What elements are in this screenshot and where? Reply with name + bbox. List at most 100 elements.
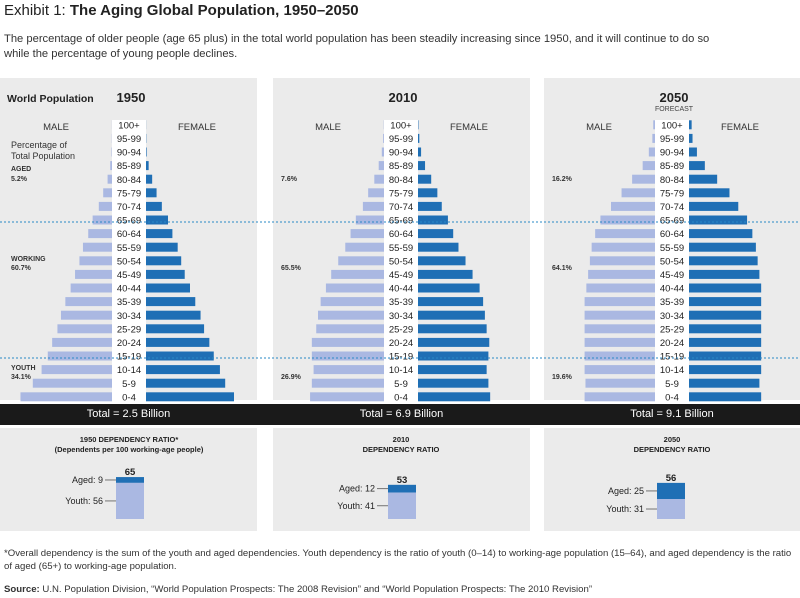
male-bar [588, 269, 655, 279]
female-bar [418, 392, 491, 402]
male-bar [103, 188, 112, 198]
male-bar [584, 310, 655, 320]
female-bar [689, 147, 697, 157]
male-bar [642, 161, 655, 171]
age-group-label: 90-94 [117, 148, 141, 159]
source-text: U.N. Population Division, “World Populat… [42, 584, 593, 595]
female-bar [418, 337, 490, 347]
age-group-label: 0-4 [394, 392, 408, 403]
male-bar [586, 283, 655, 293]
female-bar [418, 242, 459, 252]
female-bar [146, 351, 214, 361]
male-bar [52, 337, 112, 347]
male-heading: MALE [586, 122, 612, 133]
male-bar [41, 365, 112, 375]
age-group-label: 20-24 [389, 338, 413, 349]
age-group-label: 35-39 [117, 297, 141, 308]
source-label: Source: [4, 584, 40, 595]
male-bar [383, 133, 384, 143]
female-bar [146, 174, 153, 184]
age-group-label: 95-99 [660, 134, 684, 145]
total-1950: Total = 2.5 Billion [86, 408, 171, 420]
female-bar [418, 365, 487, 375]
aged-percent: 16.2% [552, 176, 573, 183]
female-bar [146, 324, 205, 334]
age-group-label: 80-84 [660, 175, 684, 186]
age-group-label: 95-99 [117, 134, 141, 145]
age-group-label: 25-29 [117, 324, 141, 335]
female-bar [689, 310, 762, 320]
age-group-label: 10-14 [117, 365, 141, 376]
female-bar [146, 378, 226, 388]
male-bar [350, 229, 384, 239]
aged-dependency-bar [116, 477, 144, 483]
age-group-label: 30-34 [660, 311, 684, 322]
age-group-label: 15-19 [389, 352, 413, 363]
age-group-label: 45-49 [660, 270, 684, 281]
male-bar [378, 161, 384, 171]
female-bar [418, 188, 438, 198]
male-bar [362, 201, 384, 211]
age-group-label: 10-14 [660, 365, 684, 376]
female-bar [418, 378, 489, 388]
male-bar [316, 324, 384, 334]
female-bar [689, 188, 730, 198]
female-bar [418, 324, 487, 334]
male-bar [589, 256, 655, 266]
youth-percent: 26.9% [281, 374, 302, 381]
female-bar [146, 269, 185, 279]
aged-dependency-bar [657, 482, 685, 500]
age-label-column [384, 120, 418, 402]
female-bar [418, 174, 432, 184]
age-label-column [112, 120, 146, 402]
male-bar [313, 365, 384, 375]
youth-dependency-bar [116, 482, 144, 519]
percentage-note-line1: Percentage of [11, 140, 68, 150]
working-percent: 60.7% [11, 265, 32, 272]
female-heading: FEMALE [450, 122, 488, 133]
age-group-label: 85-89 [389, 161, 413, 172]
male-bar [110, 161, 112, 171]
dependency-title-line: (Dependents per 100 working-age people) [55, 445, 204, 454]
age-group-label: 75-79 [117, 188, 141, 199]
male-bar [584, 337, 655, 347]
male-bar [311, 378, 384, 388]
female-bar [418, 161, 426, 171]
female-bar [689, 133, 693, 143]
dependency-title-line: 2050 [664, 435, 681, 444]
age-group-label: 30-34 [389, 311, 413, 322]
male-bar [648, 147, 655, 157]
female-bar [418, 283, 480, 293]
age-group-label: 65-69 [389, 216, 413, 227]
youth-percent: 34.1% [11, 374, 32, 381]
male-bar [584, 324, 655, 334]
source-line: Source: U.N. Population Division, “World… [4, 584, 592, 595]
aged-label: AGED [11, 166, 31, 173]
female-bar [689, 215, 748, 225]
male-bar [374, 174, 384, 184]
age-group-label: 45-49 [117, 270, 141, 281]
female-bar [146, 337, 210, 347]
percentage-note-line2: Total Population [11, 151, 75, 161]
youth-ratio-label: Youth: 41 [337, 501, 375, 511]
male-heading: MALE [315, 122, 341, 133]
totals-bar [0, 404, 800, 425]
age-group-label: 70-74 [117, 202, 141, 213]
age-group-label: 15-19 [117, 352, 141, 363]
female-bar [689, 283, 762, 293]
age-group-label: 100+ [661, 120, 683, 131]
female-bar [689, 242, 756, 252]
age-group-label: 75-79 [389, 188, 413, 199]
year-label-2010: 2010 [389, 90, 418, 105]
male-bar [355, 215, 384, 225]
age-group-label: 70-74 [389, 202, 413, 213]
female-bar [418, 310, 485, 320]
female-bar [689, 297, 762, 307]
world-population-label: World Population [7, 93, 94, 105]
male-bar [584, 365, 655, 375]
forecast-label: FORECAST [655, 106, 694, 113]
female-bar [418, 229, 454, 239]
age-group-label: 5-9 [122, 379, 136, 390]
age-group-label: 95-99 [389, 134, 413, 145]
female-bar [689, 256, 758, 266]
